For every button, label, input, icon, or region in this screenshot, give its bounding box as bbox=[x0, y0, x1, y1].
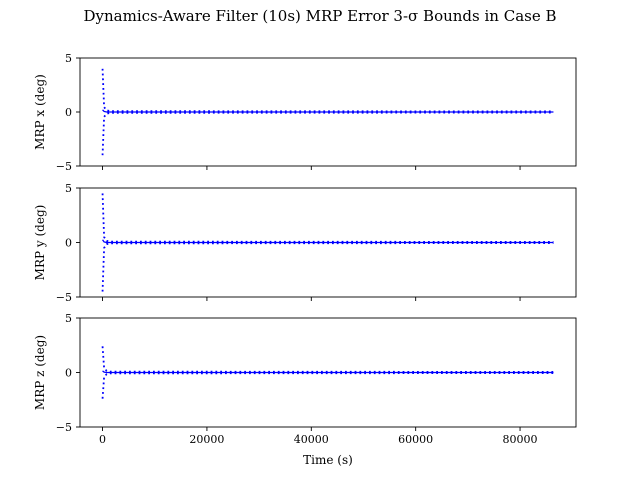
panel-3-xtick-label: 20000 bbox=[189, 433, 224, 446]
panel-1-ylabel: MRP x (deg) bbox=[33, 74, 47, 150]
panel-3-ytick-label: 5 bbox=[65, 312, 72, 325]
panel-3-xtick-label: 0 bbox=[99, 433, 106, 446]
panel-3-ytick-label: −5 bbox=[56, 421, 72, 434]
panel-1-ytick-label: 5 bbox=[65, 52, 72, 65]
panel-3-xtick-label: 40000 bbox=[294, 433, 329, 446]
panel-2-ytick-label: 5 bbox=[65, 182, 72, 195]
panel-3-series-2 bbox=[101, 372, 554, 399]
panel-2-ytick-label: 0 bbox=[65, 237, 72, 250]
panel-2-series-1 bbox=[101, 193, 554, 243]
panel-2-series-2 bbox=[101, 242, 554, 292]
panel-2-ytick-label: −5 bbox=[56, 291, 72, 304]
panel-3-xtick-label: 80000 bbox=[503, 433, 538, 446]
panel-2-series-3 bbox=[102, 239, 554, 244]
panel-1-ytick-label: 0 bbox=[65, 106, 72, 119]
panel-2-ylabel: MRP y (deg) bbox=[33, 205, 47, 281]
panel-1-series-1 bbox=[101, 68, 554, 113]
panel-3-ytick-label: 0 bbox=[65, 367, 72, 380]
panel-1-series-3 bbox=[102, 109, 554, 113]
panel-1-series-2 bbox=[101, 111, 554, 156]
panel-3-ylabel: MRP z (deg) bbox=[33, 335, 47, 410]
x-axis-label: Time (s) bbox=[303, 453, 353, 467]
panel-3-series-1 bbox=[101, 346, 554, 373]
panel-3-xtick-label: 60000 bbox=[398, 433, 433, 446]
figure-title: Dynamics-Aware Filter (10s) MRP Error 3-… bbox=[83, 7, 557, 25]
panel-1-ytick-label: −5 bbox=[56, 160, 72, 173]
panel-3-series-3 bbox=[102, 370, 554, 374]
